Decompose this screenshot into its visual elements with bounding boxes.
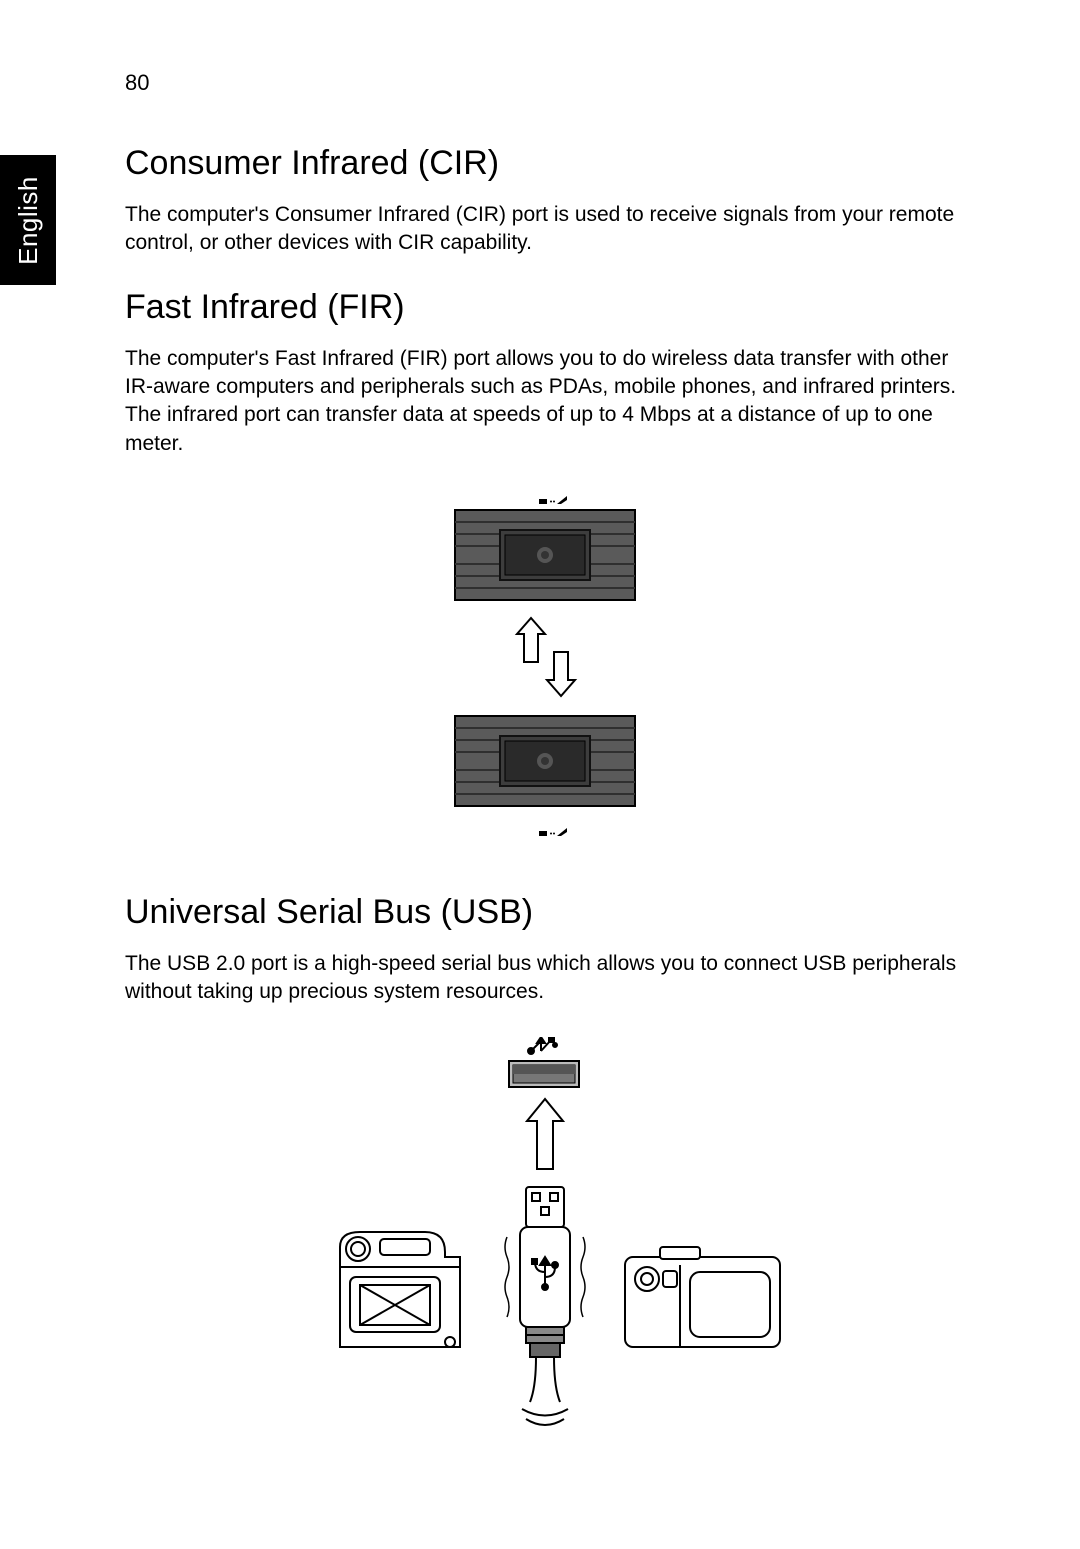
fir-diagram-icon: [435, 488, 655, 863]
language-tab-label: English: [13, 176, 44, 265]
heading-fir: Fast Infrared (FIR): [125, 288, 965, 327]
heading-cir: Consumer Infrared (CIR): [125, 144, 965, 183]
body-cir: The computer's Consumer Infrared (CIR) p…: [125, 201, 965, 258]
page-content: 80 Consumer Infrared (CIR) The computer'…: [125, 70, 965, 1497]
figure-fir: [125, 488, 965, 863]
body-fir: The computer's Fast Infrared (FIR) port …: [125, 345, 965, 458]
figure-usb: [125, 1037, 965, 1467]
language-tab: English: [0, 155, 56, 285]
page-number: 80: [125, 70, 965, 96]
body-usb: The USB 2.0 port is a high-speed serial …: [125, 950, 965, 1007]
usb-diagram-icon: [275, 1037, 815, 1467]
heading-usb: Universal Serial Bus (USB): [125, 893, 965, 932]
